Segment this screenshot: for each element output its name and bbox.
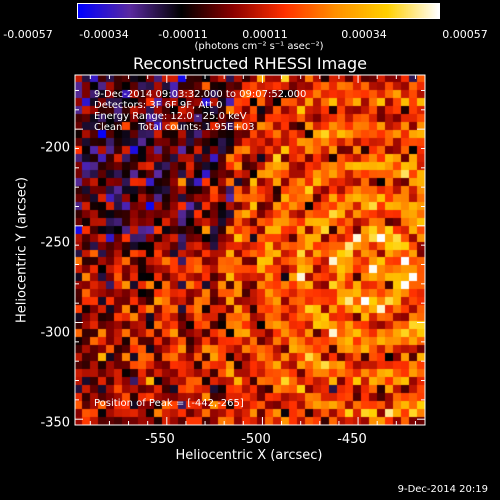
colorbar-tick: 0.00011	[242, 28, 288, 41]
colorbar-tick: -0.00011	[158, 28, 208, 41]
colorbar-tick: -0.00057	[3, 28, 53, 41]
x-axis-label: Heliocentric X (arcsec)	[175, 448, 323, 463]
y-tick-label: -250	[40, 235, 70, 251]
colorbar	[77, 3, 440, 19]
colorbar-tick: -0.00034	[79, 28, 129, 41]
peak-position-annotation: Position of Peak = [-442,-265]	[94, 398, 244, 409]
energy-range-annotation: Energy Range: 12.0 - 25.0 keV	[94, 111, 247, 122]
x-tick-label: -550	[145, 432, 175, 447]
detectors-annotation: Detectors: 3F 6F 9F, Att 0	[94, 100, 223, 111]
chart-title: Reconstructed RHESSI Image	[133, 54, 367, 73]
footer-timestamp: 9-Dec-2014 20:19	[397, 484, 488, 495]
colorbar-gradient	[78, 4, 439, 18]
colorbar-unit: (photons cm⁻² s⁻¹ asec⁻²)	[194, 41, 324, 52]
time-range-annotation: 9-Dec-2014 09:03:32.000 to 09:07:52.000	[94, 89, 307, 100]
x-tick-label: -500	[241, 432, 271, 447]
y-tick-label: -350	[40, 415, 70, 431]
colorbar-tick: 0.00034	[341, 28, 387, 41]
x-tick-label: -450	[337, 432, 367, 447]
y-tick-label: -300	[40, 325, 70, 341]
y-tick-label: -200	[40, 140, 70, 156]
y-axis-label: Heliocentric Y (arcsec)	[14, 177, 30, 323]
colorbar-tick: 0.00057	[442, 28, 488, 41]
counts-annotation: Clean Total counts: 1.95E+03	[94, 122, 255, 133]
